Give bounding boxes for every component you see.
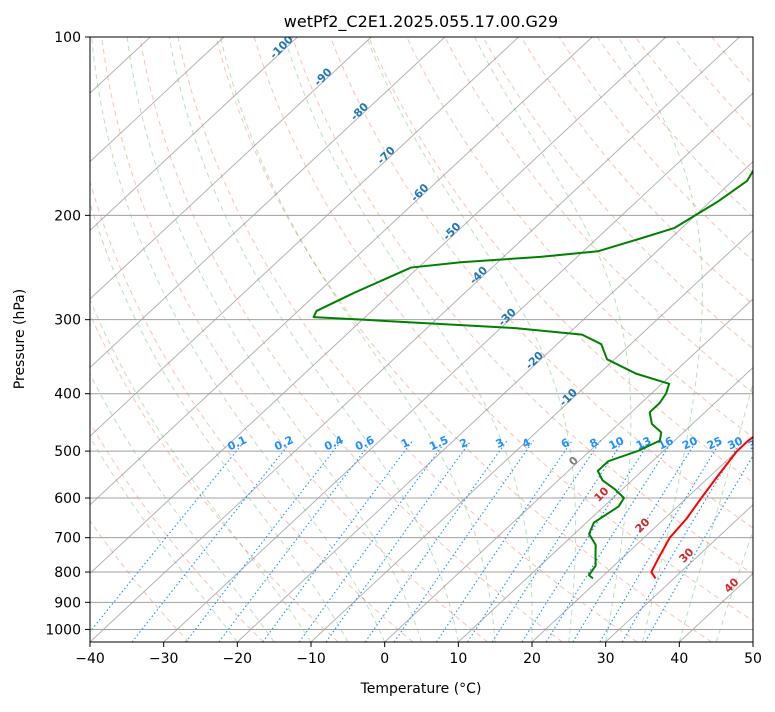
plot-area: -100-90-80-70-60-50-40-30-20-1000.1 0.2 0.…	[90, 37, 766, 642]
dewpoint-profile	[312, 169, 753, 580]
mixing-ratio-line	[393, 440, 534, 642]
mixing-ratio-line	[364, 440, 508, 642]
y-tick-label: 900	[54, 595, 81, 611]
moist-adiabat	[366, 37, 577, 642]
isotherm	[531, 435, 753, 642]
mixing-ratio-line	[90, 440, 246, 633]
mixing-ratio-line	[467, 440, 602, 642]
x-tick-label: 30	[597, 651, 615, 667]
dry-adiabat	[253, 37, 753, 622]
moist-adiabat	[91, 37, 386, 642]
isotherm	[90, 37, 446, 369]
mixing-ratio-label: 13	[634, 434, 653, 452]
y-tick-label: 100	[54, 30, 81, 46]
dry-adiabat	[101, 37, 488, 642]
isotherm	[90, 37, 667, 575]
mixing-ratio-label: 20	[680, 434, 700, 452]
x-tick-label: −30	[149, 651, 179, 667]
isotherm	[90, 37, 225, 163]
x-tick-label: 50	[744, 651, 762, 667]
y-tick-label: 500	[54, 444, 81, 460]
x-tick-label: −10	[296, 651, 326, 667]
isotherm	[605, 504, 753, 642]
mixing-ratio-line	[599, 440, 722, 642]
y-axis-label: Pressure (hPa)	[12, 289, 28, 389]
isotherm	[90, 37, 298, 232]
y-tick-label: 600	[54, 491, 81, 507]
mixing-ratio-line	[298, 440, 447, 642]
isotherm	[163, 92, 753, 642]
isotherm	[310, 229, 753, 642]
moist-adiabat	[90, 298, 312, 642]
x-tick-label: 10	[449, 651, 467, 667]
isotherm	[90, 37, 372, 300]
dry-adiabat	[330, 37, 753, 529]
isotherm	[384, 298, 753, 642]
mixing-ratio-line	[491, 440, 624, 642]
dry-adiabat	[90, 421, 264, 642]
plot-frame	[89, 36, 754, 643]
mixing-ratio-label: 10	[607, 434, 627, 452]
y-tick-label: 400	[54, 387, 81, 403]
x-tick-label: 0	[380, 651, 389, 667]
dry-adiabat	[215, 37, 713, 642]
x-tick-label: 20	[523, 651, 541, 667]
mixing-ratio-line	[435, 440, 573, 642]
mixing-ratio-line	[572, 440, 698, 642]
mixing-ratio-line	[521, 440, 651, 642]
y-tick-label: 1000	[45, 622, 81, 638]
dry-adiabat	[291, 37, 753, 575]
dry-adiabat	[482, 37, 753, 350]
isotherm	[90, 37, 740, 642]
dry-adiabat	[139, 37, 563, 642]
x-tick-label: −20	[223, 651, 253, 667]
chart-title: wetPf2_C2E1.2025.055.17.00.G29	[284, 12, 558, 32]
mixing-ratio-line	[545, 440, 673, 642]
moist-adiabat	[283, 37, 533, 642]
isotherm	[236, 161, 753, 642]
mixing-ratio-line	[621, 440, 743, 642]
isotherm	[457, 366, 753, 642]
x-axis-label: Temperature (°C)	[360, 681, 482, 697]
moist-adiabat	[90, 436, 238, 642]
x-tick-label: −40	[75, 651, 105, 667]
y-tick-label: 200	[54, 208, 81, 224]
temperature-profile	[650, 435, 753, 579]
moist-adiabat	[90, 372, 275, 642]
moist-adiabat	[90, 201, 349, 642]
x-tick-label: 40	[670, 651, 688, 667]
dry-adiabat	[368, 37, 753, 483]
isotherm	[90, 37, 519, 437]
moist-adiabat	[474, 37, 632, 642]
isotherm	[90, 37, 593, 506]
y-tick-label: 800	[54, 565, 81, 581]
axis-ticks: −40 −30 −20 −10 0 10 20 30 40 50 1000 900 800 700 600 5…	[45, 30, 762, 667]
mixing-ratio-line	[262, 440, 414, 642]
moist-adiabat	[168, 37, 459, 642]
moist-adiabat	[126, 37, 422, 642]
dry-adiabat	[177, 37, 638, 642]
dry-adiabat	[520, 37, 753, 306]
mixing-ratio-label: 36	[746, 434, 766, 452]
y-tick-label: 700	[54, 531, 81, 547]
mixing-ratio-label: 25	[705, 434, 724, 452]
y-tick-label: 300	[54, 313, 81, 329]
dry-adiabat	[90, 519, 190, 642]
